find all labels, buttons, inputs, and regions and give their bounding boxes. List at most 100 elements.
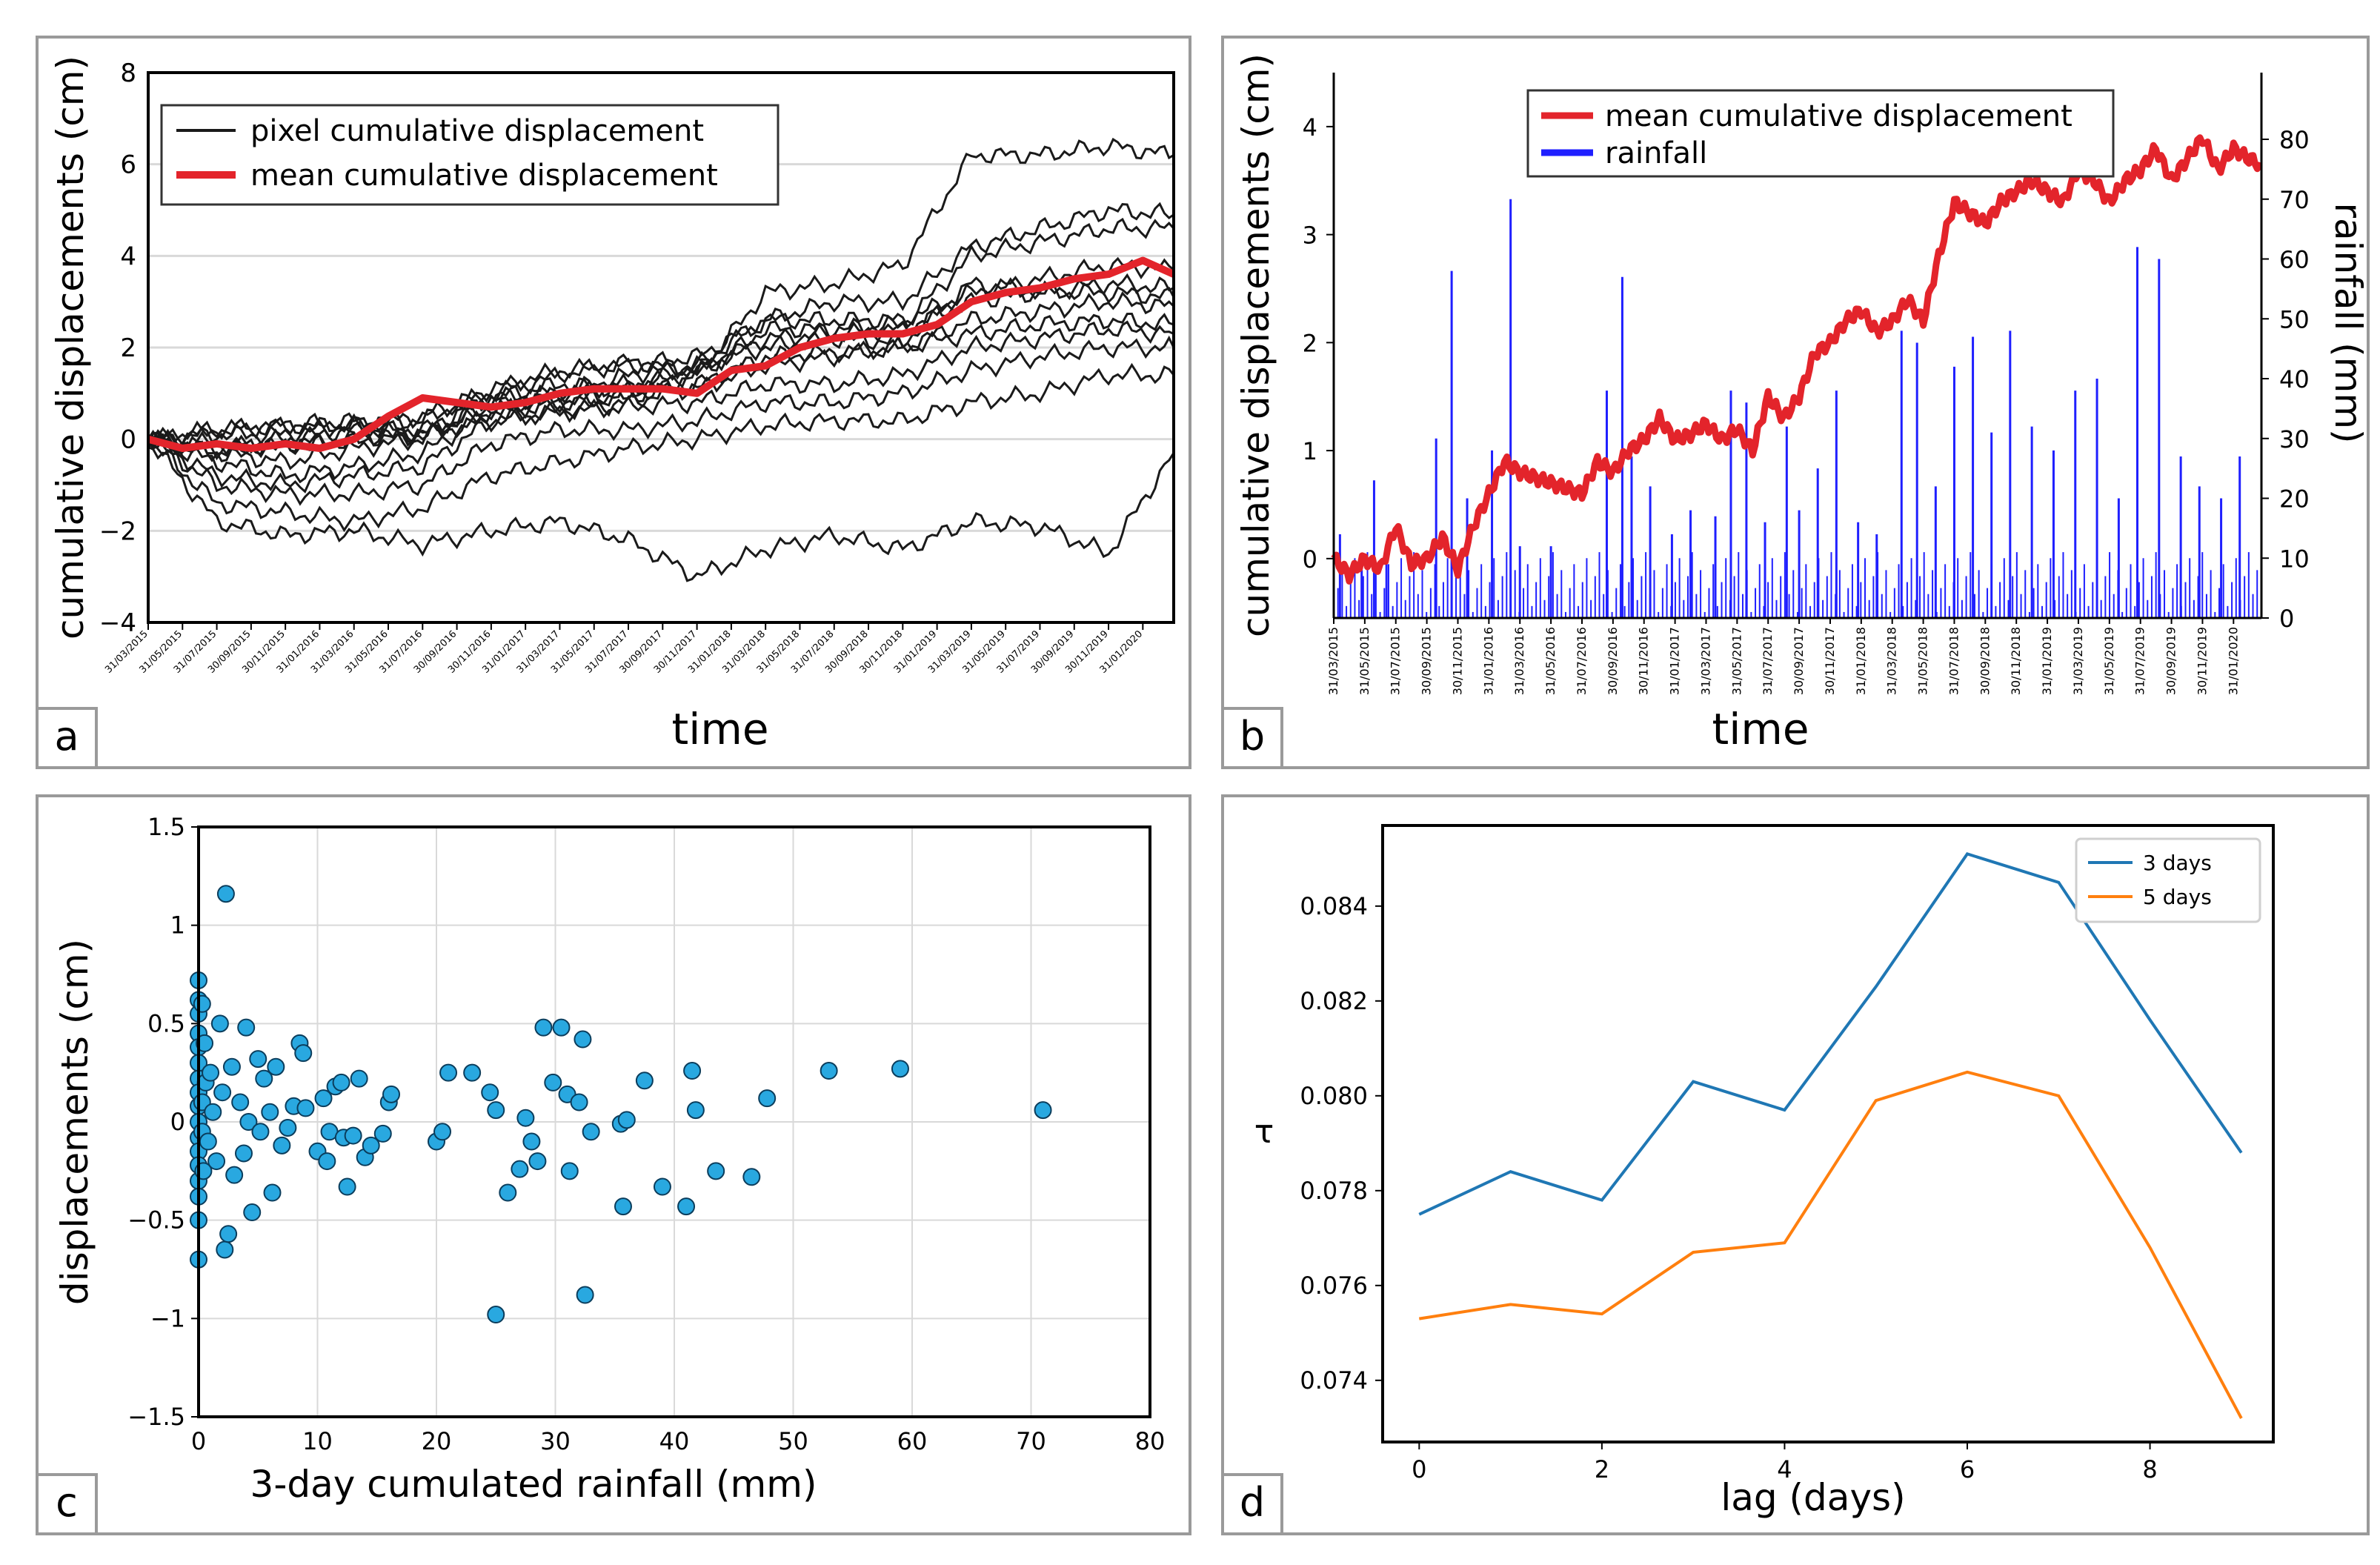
y-axis-title-a: cumulative displacements (cm) bbox=[49, 56, 92, 639]
scatter-point bbox=[362, 1136, 380, 1154]
y-tick-label-c: 1 bbox=[170, 911, 185, 940]
x-tick-label-c: 70 bbox=[1016, 1427, 1046, 1455]
scatter-point bbox=[234, 1144, 253, 1163]
y-tick-label-b: 1 bbox=[1303, 437, 1317, 465]
scatter-point bbox=[318, 1152, 336, 1171]
x-tick-label-c: 10 bbox=[302, 1427, 333, 1455]
scatter-point bbox=[204, 1103, 222, 1121]
y-tick-label-a: −2 bbox=[99, 516, 136, 546]
y2-tick-label-b: 70 bbox=[2279, 186, 2310, 214]
x-tick-label-d: 6 bbox=[1960, 1455, 1975, 1483]
y-tick-label-b: 3 bbox=[1303, 222, 1317, 250]
y-tick-label-d: 0.082 bbox=[1300, 987, 1368, 1015]
x-tick-label-b: 31/05/2015 bbox=[1357, 627, 1372, 695]
panel-d: 0 2 4 6 8 0.074 0.076 0.078 0.080 0.082 0.084 τ lag … bbox=[1221, 794, 2370, 1535]
scatter-point bbox=[439, 1063, 458, 1082]
x-tick-label-b: 31/01/2020 bbox=[2226, 627, 2240, 695]
scatter-point bbox=[544, 1073, 562, 1091]
mean-line-series bbox=[147, 256, 1176, 452]
scatter-point bbox=[683, 1062, 702, 1080]
x-tick-label-b: 31/07/2015 bbox=[1389, 627, 1403, 695]
x-tick-label-b: 31/01/2017 bbox=[1668, 627, 1682, 695]
scatter-point bbox=[373, 1124, 392, 1143]
scatter-point bbox=[344, 1126, 362, 1145]
y-tick-label-d: 0.074 bbox=[1300, 1366, 1368, 1395]
y2-tick-label-b: 60 bbox=[2279, 246, 2310, 274]
scatter-point bbox=[350, 1069, 368, 1088]
x-tick-label-b: 31/01/2018 bbox=[1854, 627, 1868, 695]
legend-box-d bbox=[2075, 837, 2261, 923]
plot-frame-a bbox=[147, 71, 1175, 624]
chart-a: −4−20246831/03/201531/05/201531/07/20153… bbox=[49, 56, 1176, 754]
plot-frame-d bbox=[1381, 824, 2275, 1443]
x-tick-label-b: 31/07/2018 bbox=[1947, 627, 1961, 695]
x-tick-label-b: 30/09/2019 bbox=[2164, 627, 2178, 695]
y-tick-label-a: 4 bbox=[120, 242, 136, 271]
scatter-point bbox=[314, 1089, 333, 1108]
scatter-point bbox=[267, 1057, 285, 1076]
y-tick-label-c: −0.5 bbox=[127, 1206, 185, 1235]
x-tick-label-c: 80 bbox=[1135, 1427, 1166, 1455]
scatter-point bbox=[332, 1073, 350, 1091]
scatter-point bbox=[511, 1160, 529, 1178]
scatter-point bbox=[199, 1132, 217, 1151]
scatter-point bbox=[487, 1306, 505, 1324]
y-axis-title-d: τ bbox=[1254, 1113, 1274, 1151]
x-tick-label-c: 50 bbox=[778, 1427, 808, 1455]
x-tick-label-b: 30/09/2017 bbox=[1792, 627, 1806, 695]
scatter-point bbox=[582, 1123, 600, 1141]
x-tick-label-b: 31/05/2018 bbox=[1916, 627, 1930, 695]
scatter-point bbox=[614, 1197, 632, 1216]
scatter-point bbox=[222, 1057, 241, 1076]
pixel-line-series bbox=[147, 362, 1175, 533]
x-tick-label-b: 31/01/2016 bbox=[1481, 627, 1495, 695]
x-tick-label-b: 30/09/2016 bbox=[1606, 627, 1620, 695]
x-tick-label-b: 31/05/2019 bbox=[2102, 627, 2116, 695]
mean-line-series-b bbox=[1331, 134, 2263, 585]
x-tick-label-b: 31/03/2017 bbox=[1698, 627, 1712, 695]
x-tick-label-b: 30/11/2018 bbox=[2009, 627, 2023, 695]
x-axis-title-d: lag (days) bbox=[1721, 1476, 1905, 1519]
panel-label-b: b bbox=[1224, 707, 1283, 766]
x-tick-label-b: 31/05/2016 bbox=[1543, 627, 1558, 695]
y-tick-label-a: 2 bbox=[120, 333, 136, 363]
x-tick-label-b: 31/03/2019 bbox=[2071, 627, 2085, 695]
y-tick-label-d: 0.078 bbox=[1300, 1177, 1368, 1205]
x-tick-label-b: 31/01/2019 bbox=[2040, 627, 2054, 695]
y-tick-label-b: 2 bbox=[1303, 329, 1317, 357]
legend-label-3days: 3 days bbox=[2143, 851, 2212, 875]
scatter-point bbox=[261, 1103, 279, 1121]
x-tick-label-b: 30/09/2018 bbox=[1978, 627, 1992, 695]
x-tick-label-c: 30 bbox=[540, 1427, 571, 1455]
y-tick-label-c: −1.5 bbox=[127, 1403, 185, 1431]
scatter-point bbox=[239, 1113, 258, 1131]
y-axis-title-b: cumulative displacements (cm) bbox=[1234, 53, 1277, 637]
scatter-point bbox=[213, 1083, 232, 1102]
x-tick-label-b: 31/07/2017 bbox=[1761, 627, 1775, 695]
x-tick-label-b: 31/07/2019 bbox=[2133, 627, 2147, 695]
legend-label-pixel: pixel cumulative displacement bbox=[250, 114, 704, 148]
x-tick-label-b: 30/11/2016 bbox=[1637, 627, 1651, 695]
panel-a: −4 −2 0 2 4 6 8 31/03/2015 31/05/2015 31/07/2015 3… bbox=[36, 36, 1191, 769]
y2-tick-label-b: 0 bbox=[2279, 605, 2294, 633]
panel-c: 0 10 20 30 40 50 60 70 80 −1.5 −1 −0.5 0 0.5 1 1.5 displ… bbox=[36, 794, 1191, 1535]
scatter-point bbox=[243, 1203, 262, 1222]
y-tick-label-c: −1 bbox=[150, 1304, 185, 1332]
scatter-point bbox=[487, 1101, 505, 1120]
y-tick-label-a: −4 bbox=[99, 608, 136, 638]
scatter-point bbox=[463, 1063, 482, 1082]
x-tick-label-c: 0 bbox=[191, 1427, 206, 1455]
scatter-point bbox=[255, 1069, 273, 1088]
x-tick-label-c: 20 bbox=[422, 1427, 452, 1455]
scatter-point bbox=[820, 1062, 838, 1080]
x-tick-label-b: 30/11/2017 bbox=[1823, 627, 1837, 695]
x-tick-label-d: 4 bbox=[1777, 1455, 1792, 1483]
scatter-point bbox=[617, 1111, 636, 1129]
scatter-point bbox=[382, 1085, 401, 1103]
y-tick-label-c: 0.5 bbox=[147, 1009, 185, 1037]
panel-label-d: d bbox=[1224, 1473, 1283, 1532]
scatter-point bbox=[499, 1183, 517, 1202]
scatter-point bbox=[758, 1089, 777, 1108]
x-tick-label-b: 30/11/2015 bbox=[1450, 627, 1464, 695]
